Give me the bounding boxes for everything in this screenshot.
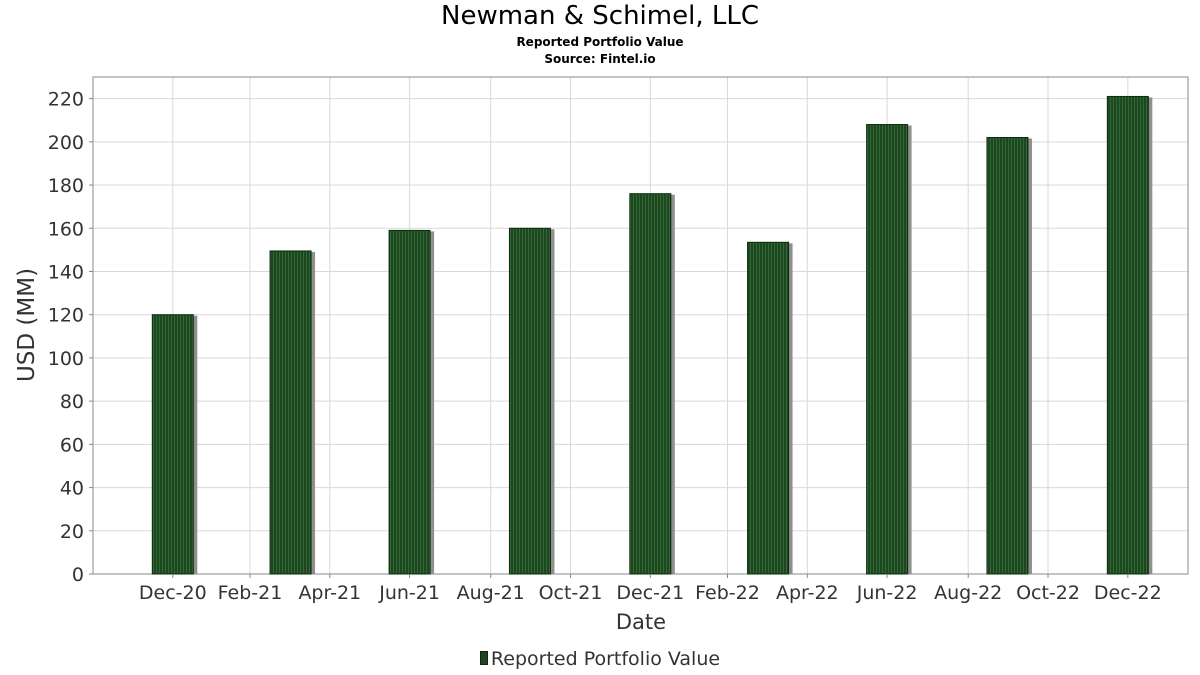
- bars: [151, 95, 1153, 575]
- chart-source: Source: Fintel.io: [544, 52, 656, 66]
- y-tick-label: 200: [48, 132, 84, 154]
- x-tick-label: Oct-21: [539, 582, 603, 604]
- legend-swatch: [479, 651, 488, 665]
- x-tick-label: Dec-20: [139, 582, 207, 604]
- y-tick-label: 120: [48, 305, 84, 327]
- bar: [629, 193, 672, 575]
- legend: Reported Portfolio Value: [0, 648, 1200, 670]
- x-tick-label: Jun-22: [856, 582, 918, 604]
- legend-label: Reported Portfolio Value: [490, 648, 721, 670]
- bar: [508, 227, 551, 575]
- y-tick-label: 20: [60, 521, 84, 543]
- x-tick-label: Apr-21: [298, 582, 361, 604]
- bar: [747, 241, 790, 575]
- x-tick-label: Apr-22: [776, 582, 839, 604]
- chart-subtitle: Reported Portfolio Value: [516, 35, 684, 49]
- y-tick-label: 160: [48, 218, 84, 240]
- y-tick-label: 180: [48, 175, 84, 197]
- x-tick-label: Aug-22: [934, 582, 1002, 604]
- y-tick-label: 100: [48, 348, 84, 370]
- x-tick-label: Dec-21: [616, 582, 684, 604]
- x-axis-label: Date: [616, 610, 666, 634]
- x-axis-ticks: Dec-20 Feb-21 Apr-21 Jun-21 Aug-21 Oct-21 Dec-…: [139, 574, 1162, 604]
- y-tick-label: 80: [60, 391, 84, 413]
- bar: [388, 229, 431, 575]
- y-tick-label: 140: [48, 261, 84, 283]
- y-tick-label: 60: [60, 434, 84, 456]
- y-axis-ticks: 0 20 40 60 80 100 120 140 160 180 200 220: [48, 89, 93, 586]
- x-tick-label: Jun-21: [378, 582, 440, 604]
- x-tick-label: Aug-21: [457, 582, 525, 604]
- bar: [1106, 95, 1149, 575]
- y-axis-label: USD (MM): [14, 268, 40, 382]
- bar: [986, 137, 1029, 575]
- x-tick-label: Feb-21: [218, 582, 283, 604]
- bar: [151, 314, 194, 575]
- bar: [866, 124, 909, 575]
- chart-title: Newman & Schimel, LLC: [441, 1, 759, 31]
- x-tick-label: Oct-22: [1016, 582, 1080, 604]
- x-tick-label: Feb-22: [695, 582, 760, 604]
- y-tick-label: 220: [48, 89, 84, 111]
- x-tick-label: Dec-22: [1094, 582, 1162, 604]
- y-tick-label: 40: [60, 478, 84, 500]
- y-tick-label: 0: [72, 564, 84, 586]
- bar: [269, 250, 312, 575]
